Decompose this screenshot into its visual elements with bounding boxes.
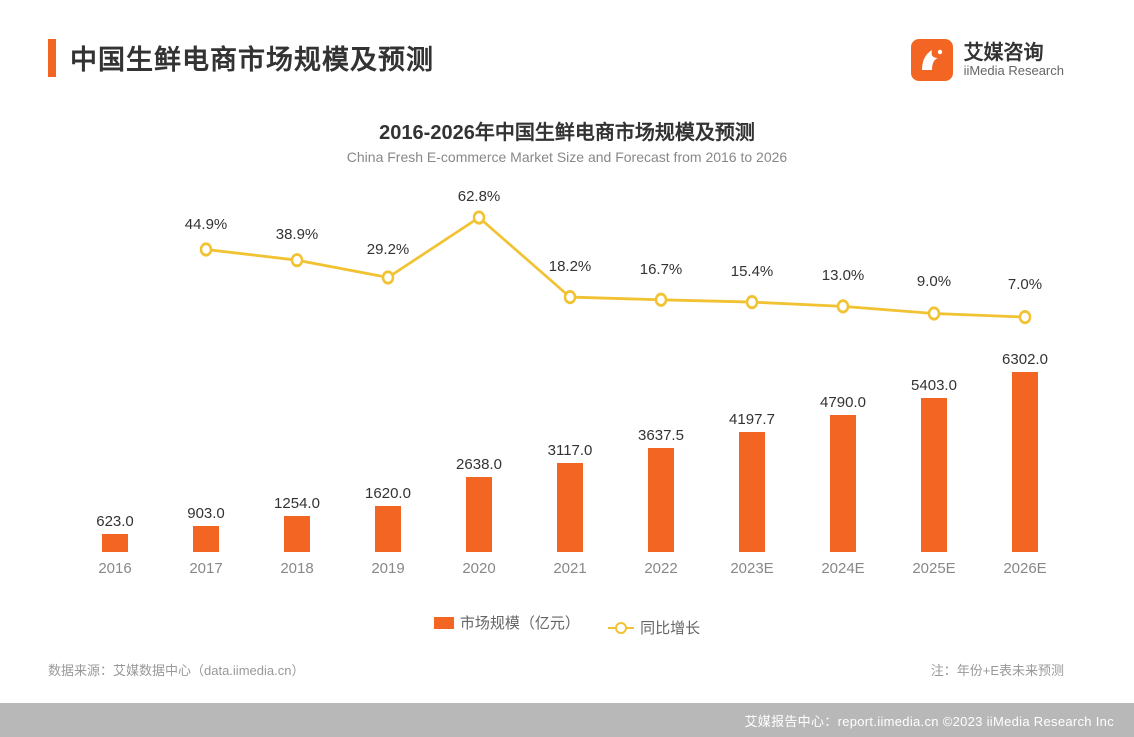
chart-title-en: China Fresh E-commerce Market Size and F… xyxy=(0,149,1134,165)
bar-value-label: 4790.0 xyxy=(820,394,866,415)
x-axis-label: 2024E xyxy=(821,560,864,577)
title-block: 中国生鲜电商市场规模及预测 xyxy=(48,38,434,77)
bar-value-label: 2638.0 xyxy=(456,456,502,477)
growth-label: 15.4% xyxy=(731,263,774,280)
bottom-bar-text: 艾媒报告中心：report.iimedia.cn ©2023 iiMedia R… xyxy=(744,711,1114,730)
x-axis-label: 2016 xyxy=(98,560,131,577)
brand-icon xyxy=(910,38,954,82)
bar: 3117.0 xyxy=(557,463,583,552)
brand-name-cn: 艾媒咨询 xyxy=(964,42,1064,64)
bar: 903.0 xyxy=(193,526,219,552)
bar: 6302.0 xyxy=(1012,372,1038,552)
bar: 5403.0 xyxy=(921,398,947,552)
bar: 4790.0 xyxy=(830,415,856,552)
footnote-note: 注：年份+E表未来预测 xyxy=(931,660,1064,679)
x-axis-label: 2025E xyxy=(912,560,955,577)
bar: 1620.0 xyxy=(375,506,401,552)
legend-line-swatch xyxy=(608,627,634,629)
x-axis-label: 2021 xyxy=(553,560,586,577)
bar-value-label: 3637.5 xyxy=(638,427,684,448)
page-title: 中国生鲜电商市场规模及预测 xyxy=(70,38,434,77)
brand-name-en: iiMedia Research xyxy=(964,64,1064,78)
x-axis-label: 2017 xyxy=(189,560,222,577)
growth-label: 7.0% xyxy=(1008,276,1042,293)
bar-value-label: 3117.0 xyxy=(548,442,593,463)
growth-label: 16.7% xyxy=(640,261,683,278)
x-axis-label: 2020 xyxy=(462,560,495,577)
bar: 623.0 xyxy=(102,534,128,552)
bar: 1254.0 xyxy=(284,516,310,552)
chart-title-cn: 2016-2026年中国生鲜电商市场规模及预测 xyxy=(0,116,1134,145)
legend-line: 同比增长 xyxy=(608,617,700,638)
growth-label: 62.8% xyxy=(458,188,501,205)
bar-value-label: 623.0 xyxy=(96,513,134,534)
growth-label: 18.2% xyxy=(549,258,592,275)
plot-area: 623.0 903.0 1254.0 1620.0 2638.0 3117.0 3637.5… xyxy=(70,182,1070,552)
legend: 市场规模（亿元） 同比增长 xyxy=(0,612,1134,638)
brand-text: 艾媒咨询 iiMedia Research xyxy=(964,42,1064,78)
growth-label: 38.9% xyxy=(276,226,319,243)
bar-value-label: 4197.7 xyxy=(729,411,775,432)
header: 中国生鲜电商市场规模及预测 艾媒咨询 iiMedia Research xyxy=(0,0,1134,82)
growth-label: 44.9% xyxy=(185,216,228,233)
legend-bar-label: 市场规模（亿元） xyxy=(460,612,580,633)
bar-value-label: 5403.0 xyxy=(911,377,957,398)
legend-line-label: 同比增长 xyxy=(640,617,700,638)
x-axis-label: 2026E xyxy=(1003,560,1046,577)
growth-label: 9.0% xyxy=(917,273,951,290)
bar: 3637.5 xyxy=(648,448,674,552)
brand-logo: 艾媒咨询 iiMedia Research xyxy=(910,38,1064,82)
x-axis-label: 2022 xyxy=(644,560,677,577)
accent-bar xyxy=(48,39,56,77)
chart-title-block: 2016-2026年中国生鲜电商市场规模及预测 China Fresh E-co… xyxy=(0,116,1134,165)
x-axis-label: 2018 xyxy=(280,560,313,577)
bar-value-label: 903.0 xyxy=(187,505,225,526)
bottom-bar: 艾媒报告中心：report.iimedia.cn ©2023 iiMedia R… xyxy=(0,703,1134,737)
bar: 4197.7 xyxy=(739,432,765,552)
bar-value-label: 1620.0 xyxy=(365,485,411,506)
growth-label: 29.2% xyxy=(367,241,410,258)
legend-bar: 市场规模（亿元） xyxy=(434,612,580,633)
bar-value-label: 1254.0 xyxy=(274,495,320,516)
bar: 2638.0 xyxy=(466,477,492,552)
growth-label: 13.0% xyxy=(822,267,865,284)
legend-bar-swatch xyxy=(434,617,454,629)
x-axis-label: 2023E xyxy=(730,560,773,577)
footnote-source: 数据来源：艾媒数据中心（data.iimedia.cn） xyxy=(48,660,304,679)
x-axis-label: 2019 xyxy=(371,560,404,577)
combo-chart: 623.0 903.0 1254.0 1620.0 2638.0 3117.0 3637.5… xyxy=(70,182,1070,602)
bar-value-label: 6302.0 xyxy=(1002,351,1048,372)
